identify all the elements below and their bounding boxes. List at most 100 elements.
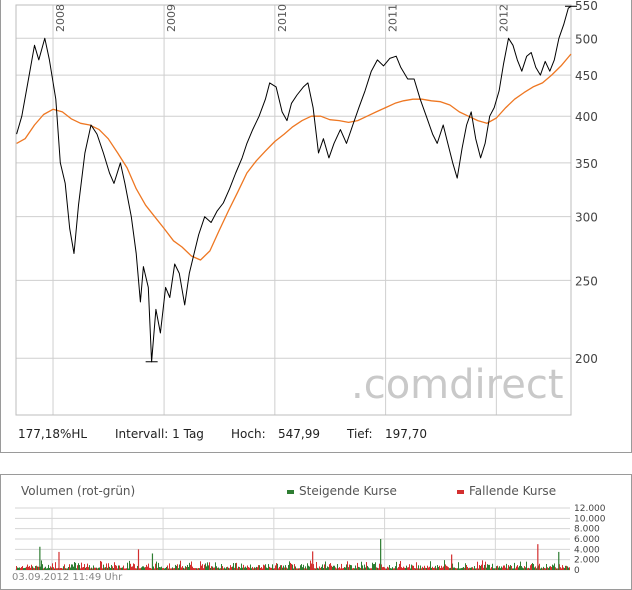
volume-bar	[431, 567, 432, 570]
volume-bar	[175, 564, 176, 570]
volume-bar	[92, 568, 93, 570]
volume-bar	[288, 564, 289, 570]
volume-bar	[494, 568, 495, 570]
volume-bar	[16, 566, 17, 570]
volume-bar	[378, 568, 379, 570]
volume-bar	[110, 568, 111, 570]
volume-bar	[146, 564, 147, 570]
volume-bar	[185, 566, 186, 570]
volume-bar	[553, 565, 554, 570]
volume-bar	[37, 566, 38, 570]
volume-bar	[160, 567, 161, 570]
volume-bar	[307, 563, 308, 570]
volume-bar	[66, 568, 67, 570]
volume-bar	[157, 567, 158, 570]
volume-bar	[512, 568, 513, 570]
volume-bar	[169, 563, 170, 570]
volume-bar	[309, 566, 310, 570]
volume-bar	[223, 568, 224, 570]
volume-bar	[517, 565, 518, 570]
volume-title: Volumen (rot-grün)	[21, 484, 136, 498]
volume-bar	[551, 567, 552, 570]
volume-bar	[177, 564, 178, 570]
volume-bar	[204, 564, 205, 570]
volume-bar	[38, 566, 39, 570]
volume-bar	[124, 568, 125, 570]
volume-bar	[173, 568, 174, 570]
volume-bar	[40, 566, 41, 570]
volume-spike-bar	[312, 551, 314, 570]
legend-falling-label: Fallende Kurse	[469, 484, 557, 498]
volume-bar	[207, 562, 208, 570]
volume-bar	[42, 564, 43, 570]
volume-bar	[385, 568, 386, 570]
volume-bar	[349, 564, 350, 570]
volume-bar	[460, 568, 461, 570]
volume-bar	[217, 567, 218, 570]
volume-bar	[243, 564, 244, 570]
volume-bar	[183, 567, 184, 570]
volume-bar	[51, 567, 52, 570]
volume-bar	[102, 568, 103, 570]
volume-bar	[407, 567, 408, 570]
volume-bar	[176, 565, 177, 570]
volume-bar	[88, 567, 89, 570]
volume-bar	[187, 564, 188, 570]
volume-bar	[359, 567, 360, 570]
volume-bar	[18, 567, 19, 570]
volume-bar	[60, 568, 61, 570]
volume-bar	[503, 565, 504, 570]
volume-bar	[84, 564, 85, 570]
volume-bar	[425, 567, 426, 570]
volume-bar	[477, 561, 478, 570]
volume-bar	[511, 565, 512, 570]
volume-bar	[410, 568, 411, 570]
volume-bar	[155, 563, 156, 570]
volume-bar	[195, 568, 196, 570]
price-line	[16, 5, 572, 363]
volume-bar	[201, 565, 202, 570]
volume-bar	[103, 564, 104, 570]
volume-bar	[114, 562, 115, 570]
volume-bar	[387, 566, 388, 570]
volume-bar	[49, 567, 50, 570]
volume-bar	[112, 566, 113, 570]
volume-bar	[263, 564, 264, 570]
volume-bar	[77, 565, 78, 570]
volume-bar	[566, 565, 567, 570]
comdirect-watermark: .comdirect	[351, 362, 564, 408]
volume-spike-bar	[558, 551, 560, 570]
volume-bar	[533, 563, 534, 570]
volume-bar	[180, 560, 181, 570]
volume-bar	[351, 565, 352, 570]
volume-y-tick-label: 12.000	[574, 504, 606, 514]
volume-bar	[543, 566, 544, 570]
volume-bar	[346, 564, 347, 570]
volume-bar	[118, 565, 119, 570]
volume-bar	[227, 566, 228, 570]
volume-bar	[433, 568, 434, 570]
volume-bar	[485, 561, 486, 570]
volume-bar	[90, 568, 91, 570]
volume-bar	[489, 564, 490, 570]
year-tick-label: 2010	[276, 4, 289, 32]
volume-bar	[530, 565, 531, 570]
volume-bar	[348, 567, 349, 570]
volume-bar	[310, 560, 311, 570]
volume-bar	[453, 567, 454, 570]
volume-bar	[529, 568, 530, 570]
volume-bar	[168, 568, 169, 570]
volume-bar	[434, 567, 435, 570]
volume-bar	[403, 566, 404, 570]
volume-bar	[347, 561, 348, 570]
volume-bar	[137, 565, 138, 570]
volume-bar	[285, 565, 286, 570]
volume-bars	[16, 539, 570, 570]
volume-bar	[82, 567, 83, 570]
price-y-tick-label: 350	[575, 157, 598, 171]
volume-bar	[119, 565, 120, 570]
volume-bar	[399, 563, 400, 570]
volume-bar	[290, 562, 291, 570]
volume-bar	[521, 566, 522, 570]
